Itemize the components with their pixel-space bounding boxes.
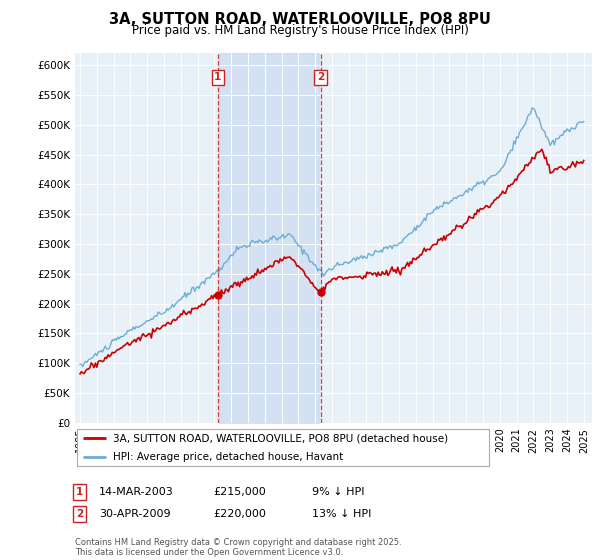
Text: 13% ↓ HPI: 13% ↓ HPI (312, 509, 371, 519)
Text: 1: 1 (76, 487, 83, 497)
Text: 1: 1 (214, 72, 221, 82)
Text: Price paid vs. HM Land Registry's House Price Index (HPI): Price paid vs. HM Land Registry's House … (131, 24, 469, 36)
Text: 2: 2 (317, 72, 324, 82)
Text: Contains HM Land Registry data © Crown copyright and database right 2025.
This d: Contains HM Land Registry data © Crown c… (75, 538, 401, 557)
Text: 2: 2 (76, 509, 83, 519)
Text: £215,000: £215,000 (213, 487, 266, 497)
Text: 3A, SUTTON ROAD, WATERLOOVILLE, PO8 8PU: 3A, SUTTON ROAD, WATERLOOVILLE, PO8 8PU (109, 12, 491, 27)
Text: 3A, SUTTON ROAD, WATERLOOVILLE, PO8 8PU (detached house): 3A, SUTTON ROAD, WATERLOOVILLE, PO8 8PU … (113, 433, 448, 443)
FancyBboxPatch shape (77, 429, 489, 466)
Text: £220,000: £220,000 (213, 509, 266, 519)
Text: 30-APR-2009: 30-APR-2009 (99, 509, 170, 519)
Text: 14-MAR-2003: 14-MAR-2003 (99, 487, 174, 497)
Text: 9% ↓ HPI: 9% ↓ HPI (312, 487, 365, 497)
Text: HPI: Average price, detached house, Havant: HPI: Average price, detached house, Hava… (113, 452, 343, 461)
